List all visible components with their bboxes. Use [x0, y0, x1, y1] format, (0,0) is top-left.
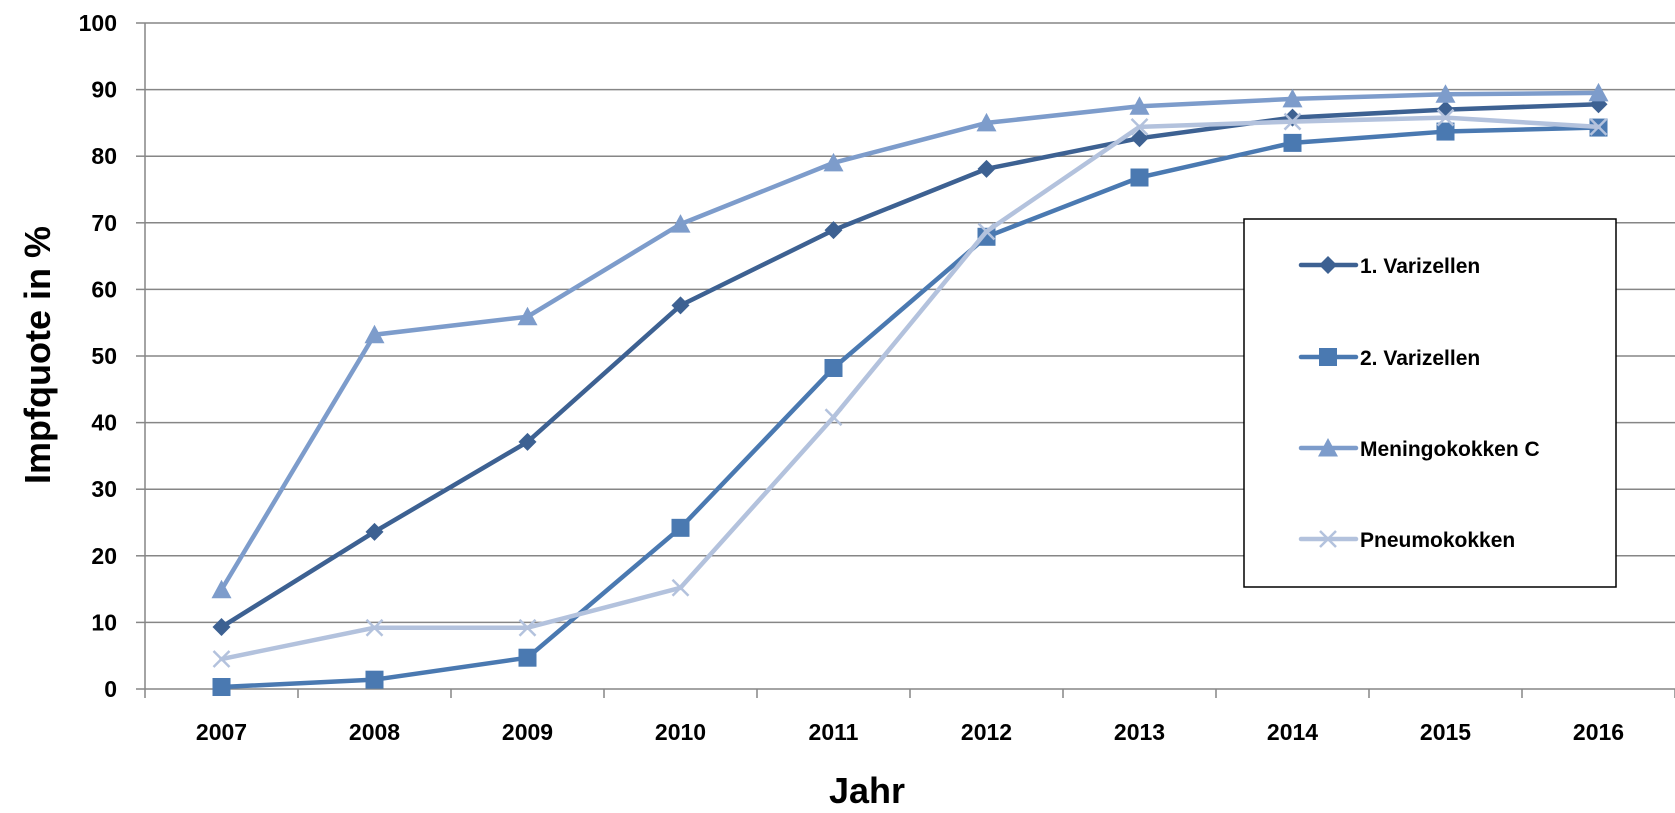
- y-tick-label: 80: [91, 143, 117, 169]
- data-point: [211, 579, 232, 599]
- data-point: [518, 432, 537, 451]
- y-tick-label: 20: [91, 543, 117, 569]
- legend-marker: [1319, 348, 1337, 366]
- data-point: [977, 222, 996, 241]
- data-point: [1282, 88, 1303, 108]
- x-tick-label: 2012: [961, 719, 1012, 745]
- series-group: [211, 82, 1609, 697]
- data-point: [671, 578, 690, 597]
- data-point: [518, 648, 537, 667]
- y-tick-label: 100: [79, 10, 117, 36]
- legend-item: 2. Varizellen: [1298, 347, 1480, 370]
- data-point: [365, 618, 384, 637]
- tick-labels: 0 10 20 30 40 50 60 70 80 90 100 2007 2008 2009 2010 20…: [79, 10, 1624, 745]
- legend-marker: [1319, 256, 1337, 274]
- data-point: [824, 408, 843, 427]
- data-point: [824, 221, 843, 240]
- data-point: [1436, 108, 1455, 127]
- y-tick-label: 70: [91, 210, 117, 236]
- axes: [136, 22, 1675, 698]
- data-point: [1130, 129, 1149, 148]
- y-tick-label: 50: [91, 343, 117, 369]
- y-tick-label: 40: [91, 410, 117, 436]
- data-point: [1588, 82, 1609, 102]
- series-4: [212, 108, 1608, 668]
- y-tick-label: 10: [91, 609, 117, 635]
- data-point: [365, 670, 384, 689]
- y-axis-title: Impfquote in %: [17, 226, 58, 484]
- y-tick-label: 90: [91, 77, 117, 103]
- data-point: [1129, 96, 1150, 115]
- data-point: [518, 618, 537, 637]
- series-line: [219, 90, 1601, 593]
- gridlines: [145, 22, 1675, 624]
- legend-marker: [1319, 530, 1337, 548]
- data-point: [671, 518, 690, 537]
- x-tick-label: 2009: [502, 719, 553, 745]
- x-tick-label: 2015: [1420, 719, 1471, 745]
- data-point: [212, 678, 231, 697]
- data-point: [977, 159, 996, 178]
- data-point: [977, 227, 996, 246]
- x-tick-label: 2008: [349, 719, 400, 745]
- x-tick-label: 2010: [655, 719, 706, 745]
- data-point: [1283, 133, 1302, 152]
- data-point: [212, 650, 231, 668]
- data-point: [1130, 118, 1149, 136]
- legend-label: 1. Varizellen: [1360, 255, 1480, 278]
- legend-label: Meningokokken C: [1360, 438, 1540, 461]
- series-3: [211, 82, 1609, 599]
- y-tick-label: 30: [91, 476, 117, 502]
- series-line: [219, 102, 1601, 630]
- data-point: [1130, 168, 1149, 187]
- data-point: [824, 358, 843, 377]
- legend: 1. Varizellen 2. Varizellen Meningokokken …: [1243, 218, 1617, 588]
- legend-label: Pneumokokken: [1360, 529, 1515, 552]
- data-point: [365, 522, 384, 541]
- legend-box: [1243, 218, 1617, 588]
- data-point: [1283, 112, 1302, 131]
- legend-marker: [1318, 438, 1338, 457]
- data-point: [670, 214, 691, 233]
- data-point: [1435, 84, 1456, 103]
- data-point: [823, 152, 844, 172]
- data-point: [517, 306, 538, 326]
- data-point: [364, 324, 385, 344]
- series-line: [219, 115, 1601, 662]
- x-tick-label: 2013: [1114, 719, 1165, 745]
- y-tick-label: 0: [104, 676, 117, 702]
- legend-item: Pneumokokken: [1298, 529, 1515, 552]
- x-tick-label: 2011: [809, 719, 859, 745]
- y-tick-label: 60: [91, 276, 117, 302]
- series-line: [219, 125, 1601, 690]
- data-point: [671, 296, 690, 315]
- data-point: [1436, 122, 1455, 141]
- legend-item: 1. Varizellen: [1298, 255, 1480, 278]
- data-point: [976, 112, 997, 132]
- data-point: [212, 618, 231, 637]
- x-axis-title: Jahr: [829, 770, 905, 808]
- x-tick-label: 2016: [1573, 719, 1624, 745]
- legend-item: Meningokokken C: [1298, 438, 1540, 461]
- legend-label: 2. Varizellen: [1360, 347, 1480, 370]
- x-tick-label: 2014: [1267, 719, 1318, 745]
- data-point: [1589, 118, 1608, 136]
- x-tick-label: 2007: [196, 719, 247, 745]
